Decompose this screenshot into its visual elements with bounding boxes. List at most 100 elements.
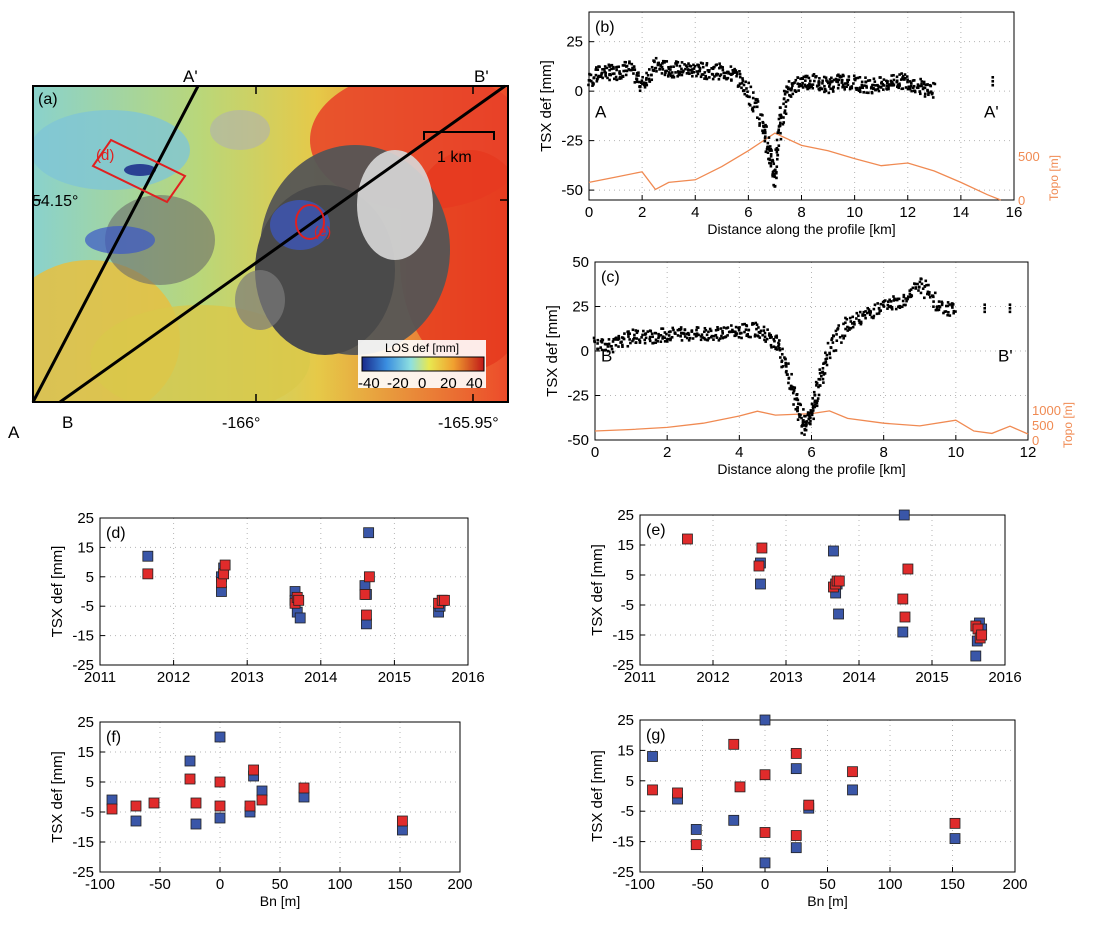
- profile-point: [818, 368, 822, 371]
- profile-point: [744, 323, 748, 327]
- red-marker: [790, 830, 802, 841]
- y-tick-label: 5: [626, 567, 634, 584]
- profile-point: [872, 307, 876, 311]
- profile-point: [846, 78, 849, 82]
- profile-point: [777, 343, 781, 346]
- profile-point: [627, 335, 630, 338]
- profile-point: [755, 101, 758, 104]
- profile-point: [805, 74, 809, 78]
- profile-point: [711, 67, 715, 71]
- profile-point: [734, 69, 738, 72]
- profile-point: [768, 332, 771, 335]
- profile-point: [676, 334, 680, 337]
- profile-point: [835, 339, 839, 342]
- profile-point: [595, 79, 599, 83]
- profile-point: [938, 305, 942, 309]
- profile-point: [789, 95, 793, 98]
- profile-point: [927, 293, 931, 296]
- profile-point: [816, 399, 819, 403]
- profile-point: [620, 340, 623, 344]
- colorbar-tick: 0: [418, 375, 426, 392]
- profile-point: [904, 297, 907, 300]
- profile-point: [684, 67, 687, 71]
- profile-point: [864, 316, 867, 320]
- profile-point: [661, 337, 664, 340]
- profile-point: [921, 287, 925, 290]
- red-marker: [361, 609, 372, 621]
- profile-point: [858, 321, 861, 325]
- profile-point: [696, 326, 700, 329]
- profile-point: [775, 348, 779, 351]
- profile-point: [811, 397, 815, 400]
- profile-point: [651, 341, 654, 345]
- profile-point: [898, 82, 901, 86]
- profile-point: [806, 87, 809, 91]
- profile-point: [663, 61, 666, 64]
- y2-axis-label: Topo [m]: [1047, 155, 1061, 201]
- profile-point: [604, 73, 607, 76]
- profile-point: [926, 88, 929, 92]
- x-tick-label: 2014: [304, 669, 337, 686]
- profile-point: [750, 108, 754, 111]
- profile-point: [898, 84, 901, 87]
- profile-point: [817, 83, 821, 87]
- profile-point: [730, 79, 733, 82]
- profile-point: [789, 88, 793, 92]
- profile-point: [667, 71, 671, 74]
- profile-point: [823, 84, 826, 88]
- profile-point: [755, 323, 759, 327]
- profile-point: [779, 121, 782, 125]
- profile-point: [659, 64, 662, 68]
- profile-point: [666, 337, 670, 341]
- profile-point: [887, 85, 890, 89]
- profile-point: [703, 326, 707, 330]
- profile-point: [666, 75, 670, 78]
- profile-point: [687, 338, 691, 342]
- profile-point: [822, 381, 825, 384]
- red-marker: [759, 827, 771, 838]
- profile-point: [816, 397, 820, 400]
- y-tick-label: 25: [617, 507, 634, 524]
- profile-point: [692, 67, 696, 70]
- profile-point: [632, 65, 636, 68]
- profile-point: [676, 328, 680, 332]
- red-marker: [396, 815, 408, 827]
- y-tick-label: 25: [617, 712, 634, 729]
- profile-point: [763, 335, 767, 339]
- map-panel-a: 1 km (a) (d) (e) A' B' A B 54.15° -166° …: [8, 67, 509, 442]
- profile-point: [758, 336, 762, 339]
- red-marker: [142, 568, 154, 580]
- x-tick-label: 2: [638, 204, 646, 221]
- profile-point: [663, 331, 667, 334]
- red-marker: [190, 797, 202, 809]
- profile-point: [920, 282, 924, 286]
- profile-point: [913, 282, 916, 285]
- profile-point: [918, 92, 922, 96]
- profile-point: [824, 360, 828, 364]
- profile-point: [740, 86, 743, 90]
- profile-point: [810, 413, 814, 417]
- profile-point: [661, 68, 665, 71]
- profile-point: [864, 80, 868, 84]
- profile-point: [688, 72, 691, 76]
- red-marker: [363, 571, 375, 583]
- x-tick-label: 2013: [231, 669, 264, 686]
- profile-point: [746, 332, 749, 336]
- profile-point: [682, 331, 685, 335]
- profile-point: [906, 87, 910, 91]
- red-marker: [439, 594, 450, 606]
- profile-point: [905, 299, 908, 303]
- profile-point: [617, 65, 621, 69]
- profile-point: [688, 64, 692, 68]
- profile-point: [874, 88, 877, 92]
- profile-point: [843, 88, 847, 91]
- profile-point: [741, 77, 744, 80]
- profile-point: [697, 64, 700, 67]
- profile-point: [765, 125, 768, 128]
- profile-point: [615, 78, 619, 82]
- profile-point: [864, 76, 867, 79]
- profile-point: [910, 82, 913, 85]
- profile-point: [840, 79, 844, 82]
- profile-point: [796, 398, 800, 402]
- profile-point: [722, 71, 726, 75]
